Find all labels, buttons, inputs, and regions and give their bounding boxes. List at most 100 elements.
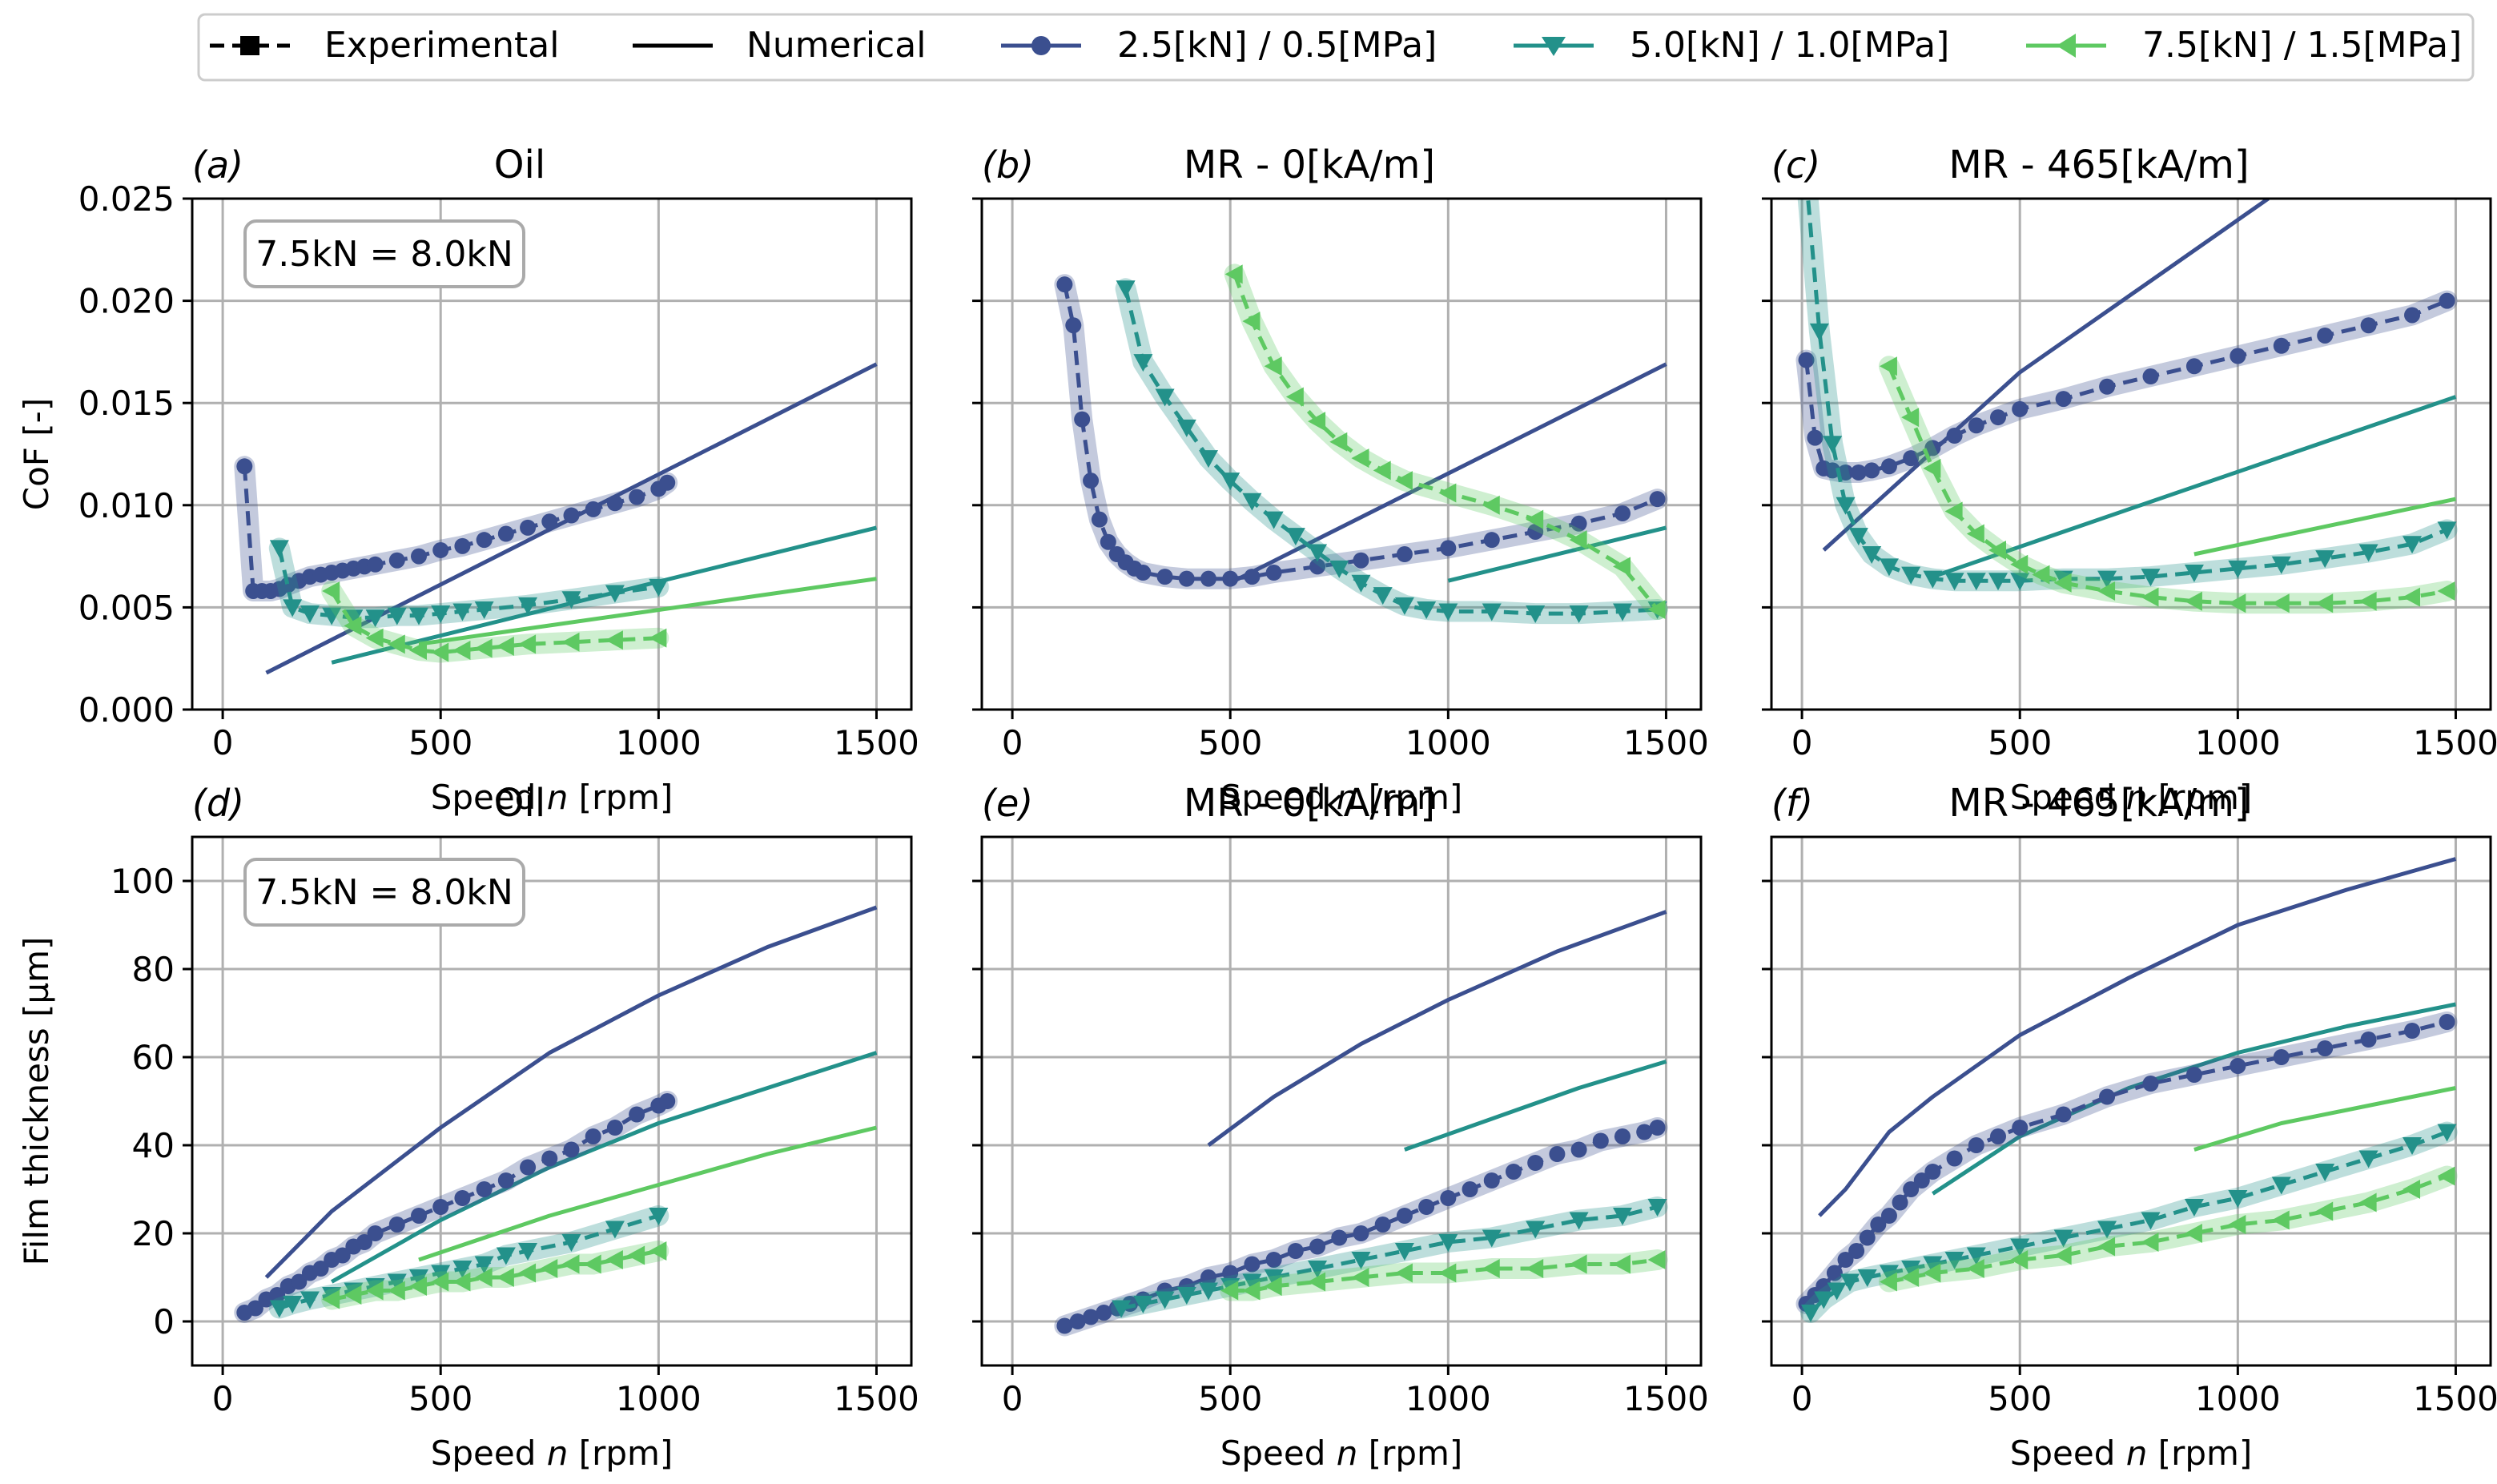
data-point-s1 xyxy=(1903,450,1920,467)
data-point-s1 xyxy=(1056,276,1073,293)
legend-entry-numerical: Numerical xyxy=(633,25,926,66)
experimental-series-s1 xyxy=(1054,274,1668,589)
data-point-s2 xyxy=(2315,550,2335,569)
data-point-s2 xyxy=(1944,1252,1964,1269)
data-point-s1 xyxy=(388,1217,405,1233)
data-point-s2 xyxy=(2358,544,2378,562)
data-point-s2 xyxy=(1373,587,1393,605)
data-point-s3 xyxy=(365,628,384,648)
data-point-s2 xyxy=(2141,1212,2161,1230)
data-point-s1 xyxy=(2273,1049,2290,1065)
data-point-s3 xyxy=(1224,264,1243,284)
numerical-line-s1 xyxy=(1229,362,1667,585)
data-point-s3 xyxy=(2315,1201,2334,1221)
data-point-s1 xyxy=(1309,1238,1326,1255)
data-point-s3 xyxy=(1351,1268,1369,1287)
data-point-s1 xyxy=(1505,1164,1522,1180)
data-point-s3 xyxy=(1569,530,1587,550)
data-point-s2 xyxy=(1613,603,1633,621)
data-point-s1 xyxy=(388,552,405,569)
data-point-s3 xyxy=(1438,1263,1457,1283)
legend-marker-s3 xyxy=(2057,34,2076,58)
data-point-s1 xyxy=(1440,540,1457,557)
data-point-s3 xyxy=(2032,565,2050,585)
data-point-s1 xyxy=(1946,428,1963,444)
data-point-s1 xyxy=(1222,1265,1239,1281)
panel-label: (e) xyxy=(982,782,1033,825)
x-tick-label: 0 xyxy=(1002,723,1023,762)
data-point-s1 xyxy=(1069,1313,1086,1329)
legend-frame xyxy=(197,13,2475,82)
data-point-s1 xyxy=(1649,491,1666,508)
axes-frame xyxy=(980,835,1703,1367)
data-point-s2 xyxy=(474,601,494,619)
data-point-s1 xyxy=(411,1208,428,1224)
data-point-s3 xyxy=(2358,1192,2377,1213)
data-point-s1 xyxy=(2099,378,2116,395)
data-point-s2 xyxy=(387,1273,407,1292)
data-point-s3 xyxy=(1264,1277,1282,1296)
data-point-s2 xyxy=(649,578,669,597)
data-point-s2 xyxy=(283,1296,303,1313)
data-point-s2 xyxy=(1394,597,1414,615)
data-point-s3 xyxy=(561,632,580,652)
data-point-s3 xyxy=(1308,412,1326,432)
x-tick-label: 0 xyxy=(1002,1379,1023,1418)
data-point-s1 xyxy=(1636,1124,1653,1140)
axes-frame xyxy=(191,835,913,1367)
data-point-s2 xyxy=(1827,1282,1847,1301)
annotation-text: 7.5kN = 8.0kN xyxy=(255,234,513,275)
y-tick-label: 0.015 xyxy=(78,384,175,423)
data-point-s2 xyxy=(1988,573,2008,591)
data-point-s2 xyxy=(283,599,303,617)
panel-title: MR - 465[kA/m] xyxy=(1948,781,2249,826)
experimental-line-s3 xyxy=(331,1249,659,1301)
x-tick-label: 1500 xyxy=(1623,723,1709,762)
data-point-s1 xyxy=(2439,292,2455,309)
data-point-s2 xyxy=(2437,521,2457,540)
data-point-s3 xyxy=(1613,557,1631,577)
data-point-s2 xyxy=(2010,573,2030,591)
panel-b: 0 500 1000 1500 (b) MR - 0[kA/m] Speed n [rpm] xyxy=(972,143,1709,817)
data-point-s1 xyxy=(1065,317,1082,334)
panel-e: 0 500 1000 1500(e) MR - 0[kA/m]Speed n [rpm] xyxy=(972,781,1709,1473)
data-point-s1 xyxy=(520,1159,537,1176)
data-point-s1 xyxy=(1353,1225,1369,1241)
data-point-s2 xyxy=(1199,1282,1219,1301)
data-point-s1 xyxy=(1200,1269,1217,1285)
y-tick-label: 20 xyxy=(132,1214,175,1253)
experimental-series-s2 xyxy=(1800,1121,2458,1323)
annotation-box xyxy=(243,858,525,927)
data-point-s1 xyxy=(1815,1278,1832,1294)
data-point-s1 xyxy=(1850,464,1867,481)
data-point-s1 xyxy=(1924,1164,1941,1180)
data-point-s1 xyxy=(1396,1208,1413,1224)
numerical-line-s2 xyxy=(1932,395,2457,579)
data-point-s1 xyxy=(1913,1172,1930,1188)
panel-title: Oil xyxy=(494,781,545,826)
data-point-s2 xyxy=(452,603,472,621)
data-point-s1 xyxy=(2099,1088,2116,1105)
data-point-s1 xyxy=(585,1128,601,1144)
data-point-s1 xyxy=(1396,546,1413,563)
data-point-s1 xyxy=(1880,458,1897,475)
data-point-s2 xyxy=(1264,511,1284,529)
data-point-s1 xyxy=(563,1141,580,1158)
data-point-s1 xyxy=(2360,1032,2377,1048)
panels: 0 500 1000 15000.0000.0050.0100.0150.0200.0… xyxy=(17,143,2497,1473)
data-point-s3 xyxy=(605,1250,623,1269)
data-point-s1 xyxy=(1056,1317,1073,1334)
data-point-s3 xyxy=(322,581,340,601)
panel-title: MR - 0[kA/m] xyxy=(1184,143,1435,187)
data-point-s1 xyxy=(2317,327,2334,344)
data-point-s1 xyxy=(520,519,537,536)
x-tick-label: 500 xyxy=(1988,723,2052,762)
experimental-line-s2 xyxy=(279,1213,660,1310)
x-tick-label: 0 xyxy=(1791,723,1813,762)
data-point-s2 xyxy=(605,585,625,603)
numerical-line-s2 xyxy=(1404,1060,1667,1152)
data-point-s2 xyxy=(365,609,385,628)
data-point-s1 xyxy=(497,525,514,542)
data-point-s3 xyxy=(1351,448,1369,469)
y-tick-label: 0.000 xyxy=(78,690,175,730)
